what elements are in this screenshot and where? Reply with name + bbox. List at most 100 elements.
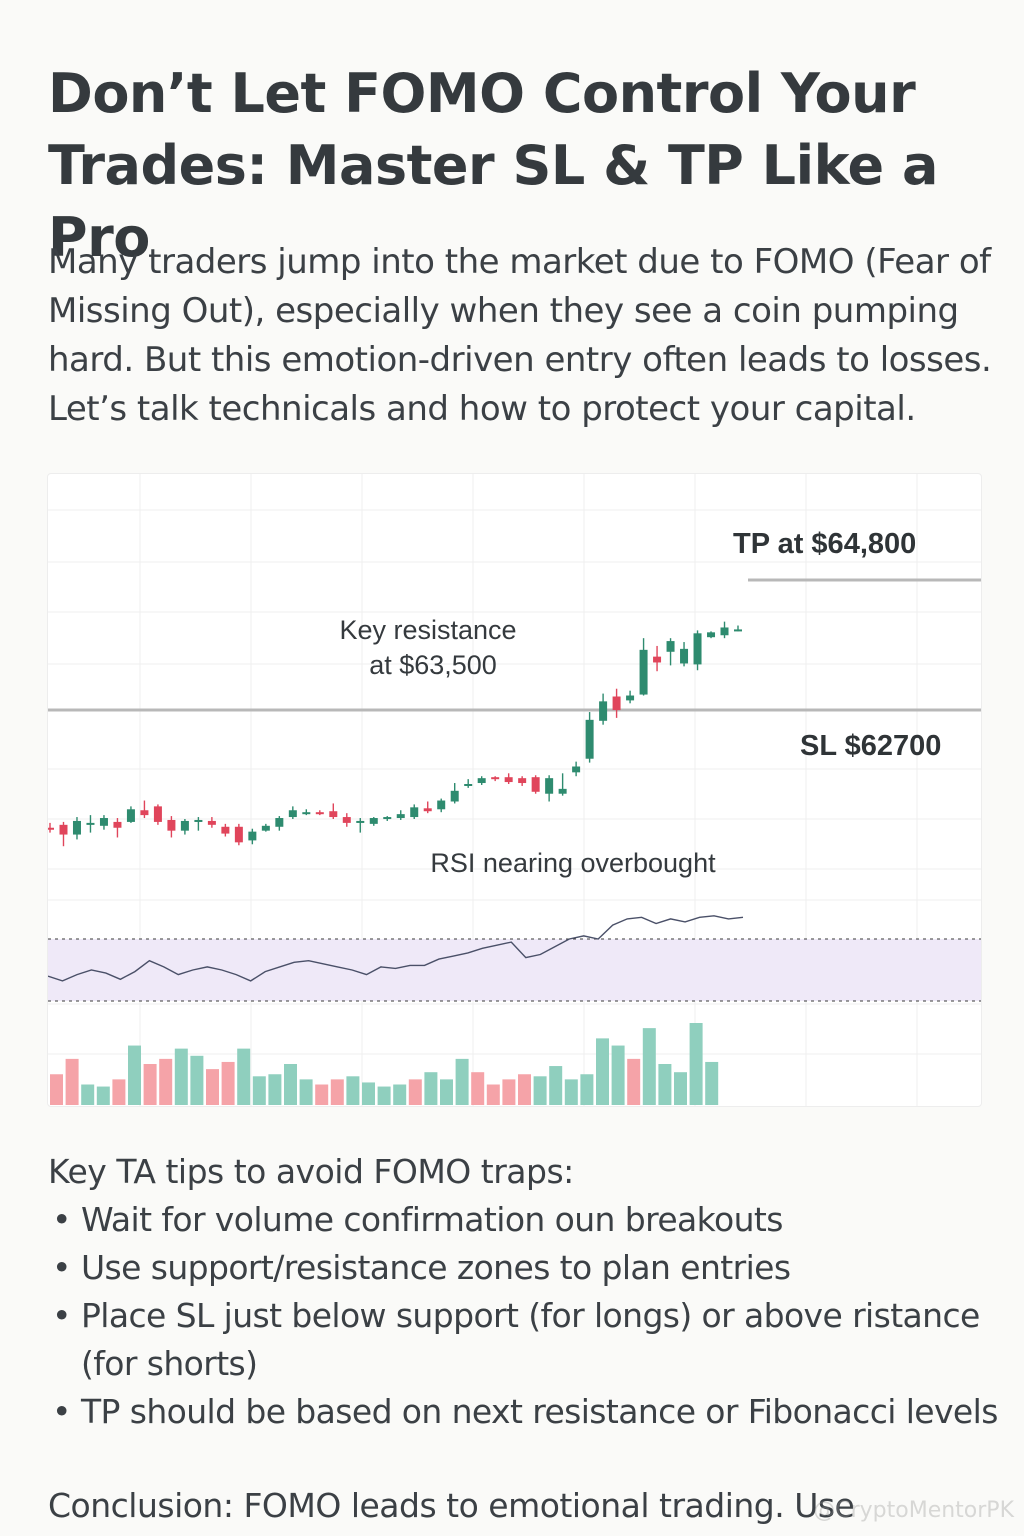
bullet-icon: • [52, 1392, 71, 1431]
volume-bar [533, 1076, 547, 1105]
candle-body [666, 641, 675, 652]
candle [666, 638, 675, 666]
candle [423, 801, 432, 814]
candle-body [248, 831, 257, 841]
candle-body [99, 818, 108, 826]
candle [599, 693, 608, 725]
rsi-panel [48, 915, 981, 1002]
volume-bar [81, 1084, 95, 1105]
candle-body [720, 627, 729, 636]
volume-bar [96, 1086, 110, 1105]
candle [86, 815, 95, 833]
candle [680, 642, 689, 667]
candle-body [612, 696, 621, 711]
bullet-icon: • [52, 1200, 71, 1239]
rsi-line [48, 915, 744, 982]
rsi-label: RSI nearing overbought [430, 848, 716, 878]
candle [194, 817, 203, 831]
tip-item: • TP should be based on next resistance o… [48, 1388, 1018, 1436]
candle-body [261, 825, 270, 831]
candle [734, 625, 742, 632]
volume-bar [455, 1058, 469, 1105]
volume-bar [206, 1069, 219, 1105]
candle [585, 712, 594, 763]
candle [356, 818, 365, 833]
resistance-label-line1: Key resistance [339, 615, 516, 645]
volume-bar [424, 1072, 438, 1105]
candle [126, 806, 135, 823]
volume-bar [518, 1074, 531, 1105]
candle-body [450, 790, 459, 802]
candle [329, 803, 338, 819]
volume-bar [346, 1076, 360, 1105]
candle [302, 809, 311, 816]
candle-body [518, 778, 527, 784]
candle [221, 823, 230, 837]
candle-body [410, 807, 419, 818]
volume-bar [237, 1048, 251, 1105]
watermark: @CryptoMentorPK [813, 1498, 1014, 1523]
candle-body [531, 777, 540, 792]
volume-bar [627, 1058, 641, 1105]
volume-bar [65, 1058, 79, 1105]
volume-bar [596, 1038, 609, 1105]
resistance-label-line2: at $63,500 [369, 650, 497, 680]
volume-bar [486, 1084, 500, 1105]
candle [707, 631, 716, 639]
volume-bar [128, 1045, 141, 1105]
candle [693, 630, 702, 671]
volume-bar [393, 1084, 407, 1105]
candle [153, 804, 162, 825]
volume-bar [50, 1074, 63, 1105]
candle-body [639, 649, 648, 695]
candle-body [234, 826, 243, 843]
volume-bar [705, 1061, 719, 1105]
candle-body [369, 818, 378, 824]
candle-body [545, 778, 554, 794]
conclusion-text: Conclusion: FOMO leads to emotional trad… [48, 1486, 855, 1525]
candle-body [48, 827, 54, 830]
tips-list: • Wait for volume confirmation oun breako… [48, 1196, 1018, 1436]
candle [639, 638, 648, 696]
candle-body [680, 648, 689, 664]
candle [99, 815, 108, 830]
volume-bar [362, 1082, 375, 1105]
sl-label: SL $62700 [800, 730, 941, 762]
candle-body [329, 811, 338, 818]
candle [491, 776, 500, 782]
candle-body [194, 819, 203, 822]
tip-item: • Wait for volume confirmation oun breako… [48, 1196, 1018, 1244]
tip-item: • Use support/resistance zones to plan en… [48, 1244, 1018, 1292]
candle [342, 813, 351, 827]
tip-text: Use support/resistance zones to plan ent… [81, 1248, 791, 1287]
candle-body [207, 820, 216, 825]
volume-bar [299, 1079, 313, 1105]
candle-body [302, 812, 311, 815]
intro-paragraph: Many traders jump into the market due to… [48, 242, 992, 429]
candle-body [423, 808, 432, 812]
candle-body [221, 826, 230, 834]
candle-body [653, 656, 662, 663]
candle [369, 817, 378, 826]
candle-body [342, 817, 351, 823]
candle [59, 821, 68, 847]
candle-body [113, 821, 122, 828]
candle-body [572, 766, 581, 773]
chart-svg: TP at $64,800 SL $62700 Key resistance a… [48, 474, 981, 1106]
candle-body [585, 719, 594, 759]
candle-body [126, 809, 135, 822]
volume-bar [143, 1064, 157, 1105]
volume-bar [502, 1079, 516, 1105]
candle-body [504, 777, 513, 783]
candle [207, 817, 216, 828]
candle [464, 779, 473, 788]
volume-bar [642, 1028, 656, 1105]
volume-bar [564, 1079, 578, 1105]
candle-body [491, 777, 500, 780]
candle-body [396, 814, 405, 819]
bullet-icon: • [52, 1248, 71, 1287]
page-title: Don’t Let FOMO Control Your Trades: Mast… [48, 62, 938, 269]
candle [626, 690, 635, 704]
bullet-icon: • [52, 1296, 71, 1335]
candle-body [626, 695, 635, 701]
